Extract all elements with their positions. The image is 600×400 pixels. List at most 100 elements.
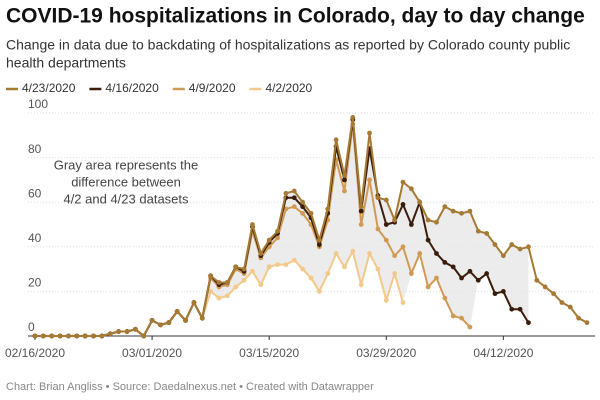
data-point <box>375 226 381 232</box>
data-point <box>392 271 398 276</box>
data-point <box>74 333 80 339</box>
data-point <box>442 204 448 210</box>
legend-label: 4/16/2020 <box>105 81 159 95</box>
data-point <box>224 280 230 285</box>
data-point <box>517 306 523 312</box>
data-point <box>216 295 222 301</box>
data-point <box>392 217 398 223</box>
data-point <box>467 324 473 330</box>
data-point <box>291 257 297 263</box>
data-point <box>241 277 247 283</box>
data-point <box>475 228 481 234</box>
data-point <box>475 277 481 283</box>
y-tick-label: 100 <box>28 97 48 111</box>
data-point <box>459 275 464 281</box>
data-point <box>367 177 372 183</box>
data-point <box>559 300 565 305</box>
data-point <box>291 204 297 210</box>
data-point <box>342 177 347 183</box>
y-tick-label: 60 <box>28 186 42 200</box>
data-point <box>283 190 289 196</box>
data-point <box>358 204 364 210</box>
data-point <box>233 284 239 290</box>
data-point <box>492 242 498 247</box>
legend-label: 4/23/2020 <box>22 81 76 95</box>
chart-subtitle: Change in data due to backdating of hosp… <box>6 37 570 53</box>
annotation: Gray area represents the <box>54 157 199 172</box>
legend-label: 4/2/2020 <box>266 81 313 95</box>
data-point <box>99 333 105 339</box>
data-point <box>241 266 247 272</box>
footer: Chart: Brian Angliss • Source: Daedalnex… <box>6 381 374 393</box>
data-point <box>216 280 222 285</box>
data-point <box>425 217 431 223</box>
data-point <box>224 293 230 299</box>
data-point <box>400 244 406 250</box>
data-point <box>283 262 289 268</box>
data-point <box>342 264 347 270</box>
data-point <box>367 251 372 256</box>
y-tick-label: 20 <box>28 276 42 290</box>
data-point <box>149 317 155 323</box>
data-point <box>509 306 515 312</box>
data-point <box>316 237 322 243</box>
data-point <box>467 268 473 274</box>
data-point <box>132 326 138 332</box>
data-point <box>350 115 356 120</box>
data-point <box>459 315 464 321</box>
data-point <box>526 244 531 250</box>
x-tick-label: 02/16/2020 <box>5 346 65 360</box>
annotation: 4/2 and 4/23 datasets <box>63 191 189 206</box>
data-point <box>183 317 188 323</box>
data-point <box>442 260 448 265</box>
data-point <box>408 271 414 276</box>
data-point <box>567 304 573 310</box>
data-point <box>383 197 389 203</box>
data-point <box>350 248 356 254</box>
data-point <box>342 173 347 178</box>
data-point <box>400 202 406 207</box>
data-point <box>417 251 423 256</box>
data-point <box>91 333 96 339</box>
data-point <box>66 333 71 339</box>
data-point <box>333 251 339 256</box>
data-point <box>57 333 63 339</box>
data-point <box>526 320 531 326</box>
data-point <box>32 333 38 339</box>
data-point <box>250 268 255 274</box>
data-point <box>500 289 506 294</box>
x-tick-label: 03/15/2020 <box>239 346 299 360</box>
data-point <box>534 277 540 283</box>
data-point <box>342 188 347 194</box>
data-point <box>375 195 381 201</box>
data-point <box>300 199 306 205</box>
data-point <box>434 251 439 256</box>
data-point <box>308 275 314 281</box>
chart-subtitle: health departments <box>6 55 126 71</box>
data-point <box>174 309 180 314</box>
data-point <box>408 222 414 227</box>
data-point <box>467 208 473 214</box>
data-point <box>275 262 280 268</box>
data-point <box>316 289 322 294</box>
data-point <box>542 284 548 290</box>
data-point <box>325 206 331 212</box>
data-point <box>258 251 264 256</box>
data-point <box>291 188 297 194</box>
data-point <box>141 333 147 339</box>
annotation: difference between <box>71 174 181 189</box>
data-point <box>316 242 322 247</box>
data-point <box>442 295 448 301</box>
data-point <box>258 282 264 288</box>
data-point <box>484 231 490 236</box>
data-point <box>576 315 582 321</box>
legend-label: 4/9/2020 <box>189 81 236 95</box>
data-point <box>392 253 398 259</box>
data-point <box>82 333 88 339</box>
x-tick-label: 03/01/2020 <box>122 346 182 360</box>
data-point <box>300 266 306 272</box>
data-point <box>450 264 456 270</box>
data-point <box>400 179 406 185</box>
data-point <box>308 210 314 216</box>
